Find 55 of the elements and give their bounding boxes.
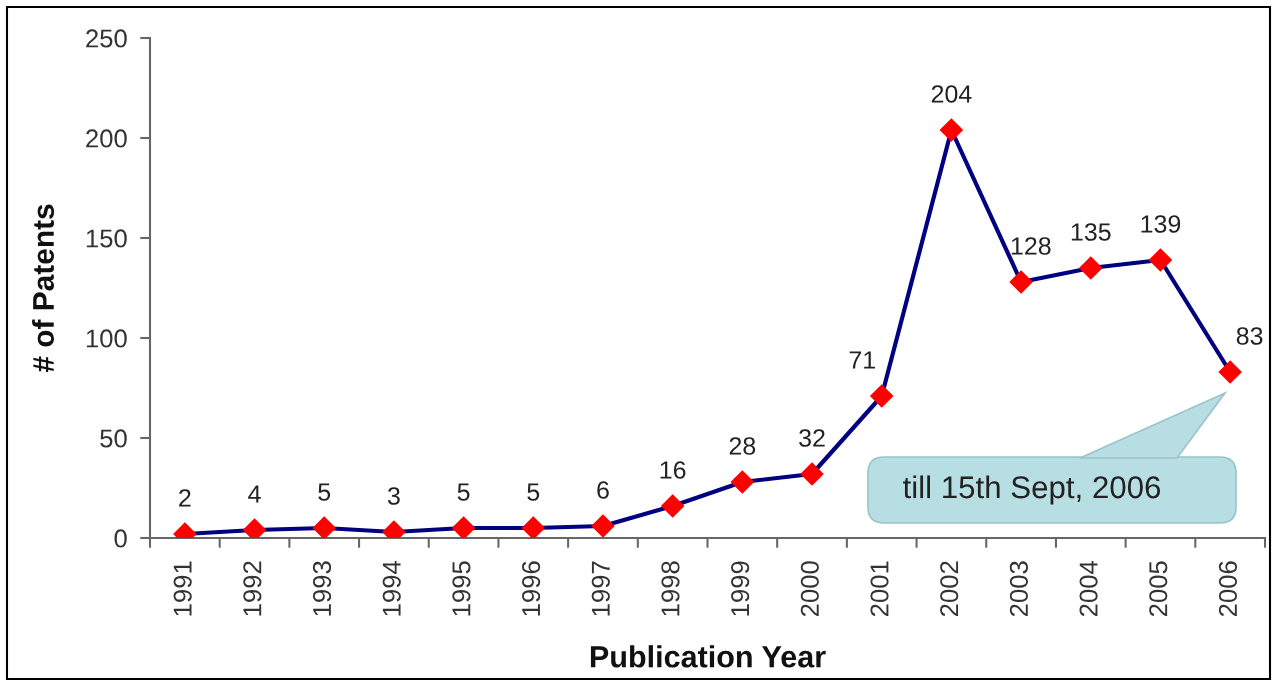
y-axis-title: # of Patents	[32, 204, 55, 373]
x-tick-label: 2001	[870, 561, 889, 617]
x-tick-label: 2000	[800, 561, 819, 617]
y-tick-label: 50	[100, 429, 127, 448]
x-tick-label: 1997	[591, 561, 610, 616]
data-label: 2	[179, 489, 191, 507]
point	[800, 462, 824, 486]
x-tick-label: 1996	[521, 561, 541, 616]
x-tick-label: 1991	[173, 561, 192, 616]
data-label: 5	[318, 483, 331, 501]
data-label: 139	[1141, 215, 1181, 233]
point	[870, 384, 894, 408]
x-tick-label: 2006	[1218, 561, 1238, 617]
x-tick-label: 1994	[382, 560, 401, 616]
data-label: 16	[660, 461, 686, 479]
point	[730, 470, 754, 494]
point	[521, 516, 545, 538]
y-tick-label: 0	[114, 529, 127, 548]
x-tick-label: 1992	[243, 561, 262, 616]
x-tick-label: 1995	[452, 561, 471, 616]
data-label: 83	[1236, 327, 1263, 345]
y-tick-label: 150	[86, 229, 127, 248]
point	[452, 516, 476, 538]
data-label: 5	[527, 483, 540, 501]
data-label: 32	[799, 429, 825, 447]
data-label: 135	[1071, 223, 1111, 241]
data-label: 28	[729, 437, 756, 455]
y-tick-label: 100	[86, 329, 127, 348]
point	[1009, 270, 1033, 294]
point	[591, 514, 615, 538]
y-tick-label: 250	[86, 29, 127, 48]
data-label: 3	[387, 487, 400, 505]
x-tick-label: 2004	[1079, 560, 1098, 617]
y-tick-label: 200	[86, 129, 127, 148]
x-tick-label: 1993	[312, 561, 332, 616]
x-tick-label: 1998	[661, 561, 680, 616]
data-label: 204	[931, 85, 972, 103]
point	[1079, 256, 1103, 280]
point	[661, 494, 685, 518]
x-tick-label: 2003	[1009, 561, 1028, 617]
annotation: till 15th Sept, 2006	[903, 475, 1161, 505]
data-label: 6	[597, 481, 609, 499]
data-label: 71	[849, 351, 875, 369]
data-label: 4	[248, 485, 261, 503]
x-tick-label: 2005	[1149, 561, 1168, 617]
point	[312, 516, 336, 538]
data-label: 5	[457, 483, 470, 501]
x-tick-label: 1999	[731, 561, 750, 616]
point	[1148, 248, 1172, 272]
point	[939, 118, 963, 142]
data-label: 128	[1011, 237, 1051, 255]
x-axis-title: Publication Year	[590, 645, 826, 668]
x-tick-label: 2002	[940, 561, 959, 617]
point	[243, 518, 267, 538]
point	[1218, 360, 1242, 384]
